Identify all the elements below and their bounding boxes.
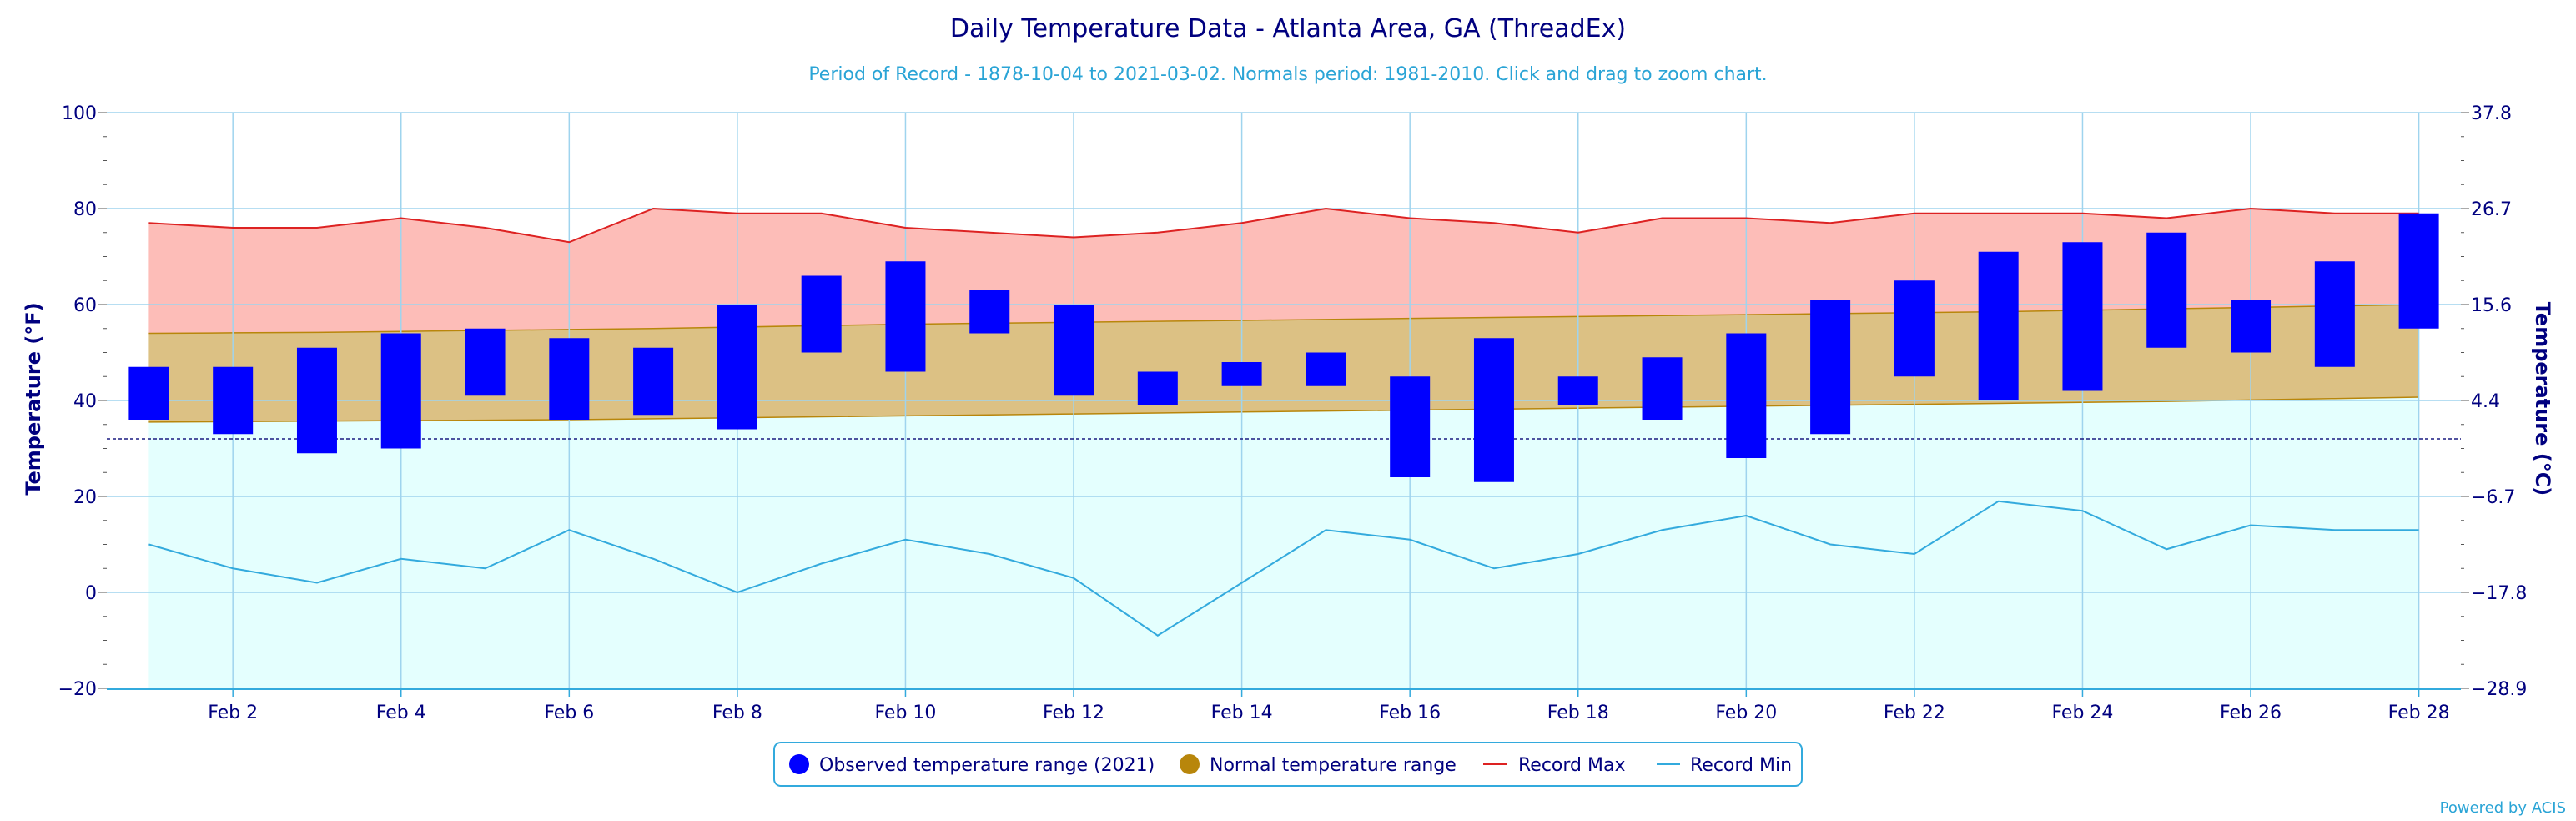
observed-range-bar[interactable] <box>380 333 421 449</box>
observed-range-bar[interactable] <box>1894 280 1935 377</box>
observed-range-bar[interactable] <box>1557 376 1598 405</box>
observed-range-bar[interactable] <box>2146 232 2187 348</box>
observed-range-bar[interactable] <box>2314 261 2355 367</box>
normal-high-line <box>148 304 2419 335</box>
credit-link[interactable]: Powered by ACIS <box>2440 799 2566 817</box>
y-tick-label: 100 <box>62 103 97 124</box>
observed-range-bar[interactable] <box>1642 357 1683 420</box>
observed-range-bar[interactable] <box>465 328 506 396</box>
legend-observed-marker <box>789 754 809 774</box>
x-tick-label: Feb 4 <box>376 703 426 723</box>
y2-tick-label: −28.9 <box>2471 679 2527 700</box>
legend-observed-label: Observed temperature range (2021) <box>819 755 1155 776</box>
y2-tick-label: −6.7 <box>2471 487 2515 508</box>
record-max-line <box>148 207 2419 244</box>
y2-tick-label: 26.7 <box>2471 199 2512 220</box>
axes: 100 80 60 40 20 0 −20 37.8 26.7 15.6 4.4 −6.7 −17.8 −… <box>58 103 2528 723</box>
record-max-band <box>148 209 2419 334</box>
chart-title: Daily Temperature Data - Atlanta Area, G… <box>950 14 1626 43</box>
observed-range-bar[interactable] <box>2398 213 2439 329</box>
legend-normal-marker <box>1180 754 1200 774</box>
observed-range-bar[interactable] <box>717 305 757 430</box>
observed-range-bar[interactable] <box>296 347 337 454</box>
normal-low-line <box>148 396 2419 423</box>
y-axis-title: Temperature (°F) <box>22 302 45 495</box>
y2-tick-label: 4.4 <box>2471 391 2500 412</box>
x-tick-label: Feb 14 <box>1211 703 1273 723</box>
x-tick-label: Feb 18 <box>1547 703 1609 723</box>
legend-item-normal[interactable]: Normal temperature range <box>1180 754 1457 776</box>
observed-range-bar[interactable] <box>1390 376 1431 477</box>
y-tick-label: 40 <box>73 391 97 412</box>
below-normal-area <box>148 396 2419 688</box>
observed-range-bar[interactable] <box>1221 362 1262 386</box>
y-tick-label: 20 <box>73 487 97 508</box>
record-min-line <box>148 500 2419 637</box>
observed-range-bar[interactable] <box>1054 305 1094 396</box>
observed-range-bar[interactable] <box>1473 338 1514 482</box>
legend-item-record-min[interactable]: Record Min <box>1657 755 1792 776</box>
observed-bars[interactable] <box>128 213 2439 482</box>
x-tick-label: Feb 24 <box>2051 703 2113 723</box>
observed-range-bar[interactable] <box>801 275 842 353</box>
legend-record-max-label: Record Max <box>1518 755 1626 776</box>
x-tick-label: Feb 2 <box>208 703 258 723</box>
legend: Observed temperature range (2021) Normal… <box>773 742 1803 787</box>
y2-tick-label: 15.6 <box>2471 295 2512 316</box>
x-tick-label: Feb 12 <box>1043 703 1104 723</box>
y2-tick-label: −17.8 <box>2471 583 2527 604</box>
observed-range-bar[interactable] <box>128 366 169 420</box>
observed-range-bar[interactable] <box>969 290 1010 334</box>
y2-axis-title: Temperature (°C) <box>2531 302 2554 496</box>
x-tick-label: Feb 22 <box>1884 703 1945 723</box>
legend-box <box>773 742 1803 787</box>
x-tick-label: Feb 6 <box>544 703 594 723</box>
observed-range-bar[interactable] <box>1978 251 2019 400</box>
x-tick-label: Feb 28 <box>2388 703 2450 723</box>
x-tick-label: Feb 26 <box>2220 703 2282 723</box>
x-tick-label: Feb 8 <box>712 703 762 723</box>
legend-normal-label: Normal temperature range <box>1210 755 1457 776</box>
observed-range-bar[interactable] <box>2231 300 2272 353</box>
y2-tick-label: 37.8 <box>2471 103 2512 124</box>
observed-range-bar[interactable] <box>1810 300 1851 435</box>
y-tick-label: 0 <box>85 583 97 604</box>
x-tick-label: Feb 16 <box>1379 703 1441 723</box>
observed-range-bar[interactable] <box>633 347 674 416</box>
y-tick-label: 80 <box>73 199 97 220</box>
record-lines <box>148 207 2419 637</box>
legend-record-min-label: Record Min <box>1690 755 1792 776</box>
plot-area-background <box>148 209 2419 688</box>
observed-range-bar[interactable] <box>1726 333 1767 459</box>
observed-range-bar[interactable] <box>1137 371 1178 405</box>
legend-item-observed[interactable]: Observed temperature range (2021) <box>789 754 1155 776</box>
y-tick-label: 60 <box>73 295 97 316</box>
normal-range-band <box>148 305 2419 422</box>
legend-item-record-max[interactable]: Record Max <box>1483 755 1626 776</box>
x-tick-label: Feb 10 <box>874 703 936 723</box>
observed-range-bar[interactable] <box>549 338 590 420</box>
observed-range-bar[interactable] <box>885 261 926 372</box>
observed-range-bar[interactable] <box>213 366 254 435</box>
chart-subtitle: Period of Record - 1878-10-04 to 2021-03… <box>808 64 1767 85</box>
x-tick-label: Feb 20 <box>1715 703 1777 723</box>
observed-range-bar[interactable] <box>1306 352 1346 386</box>
observed-range-bar[interactable] <box>2062 242 2103 391</box>
y-tick-label: −20 <box>58 679 97 700</box>
